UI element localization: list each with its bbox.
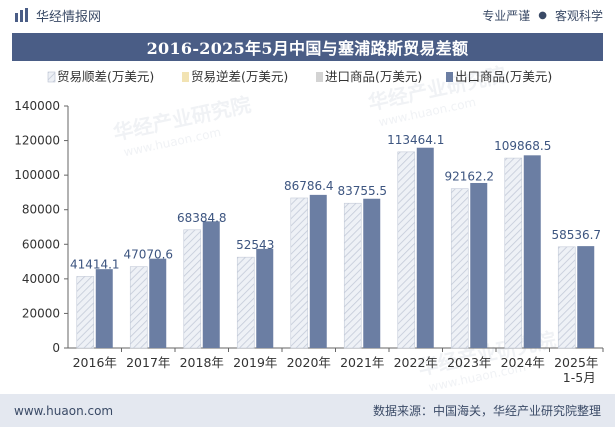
legend-label: 贸易逆差(万美元)	[191, 69, 288, 84]
brand-logo-icon	[15, 8, 28, 22]
footer: www.huaon.com 数据来源：中国海关，华经产业研究院整理	[0, 394, 615, 427]
trade-surplus-bar	[76, 276, 95, 349]
trade-surplus-bar	[397, 151, 416, 349]
footer-website: www.huaon.com	[14, 403, 114, 418]
footer-source: 数据来源：中国海关，华经产业研究院整理	[372, 404, 601, 418]
data-label: 92162.2	[444, 170, 494, 184]
x-tick-label: 2018年	[180, 355, 224, 370]
x-tick-label: 2024年	[501, 355, 545, 370]
chart-title: 2016-2025年5月中国与塞浦路斯贸易差额	[12, 33, 603, 61]
export-bar	[309, 194, 327, 348]
y-tick-label: 80000	[22, 203, 60, 217]
y-tick-label: 140000	[14, 99, 60, 113]
trade-surplus-bar	[450, 188, 469, 349]
legend-swatch	[446, 72, 453, 82]
y-tick-label: 20000	[22, 306, 60, 320]
y-tick-label: 0	[52, 341, 60, 355]
x-tick-label: 2021年	[340, 355, 384, 370]
legend-label: 进口商品(万美元)	[325, 69, 422, 84]
legend: 贸易顺差(万美元) 贸易逆差(万美元) 进口商品(万美元) 出口商品(万美元)	[47, 69, 552, 84]
data-label: 47070.6	[123, 248, 173, 262]
export-bar	[523, 155, 541, 348]
export-bar	[416, 147, 434, 348]
x-tick-label: 2023年	[447, 355, 491, 370]
x-tick-label: 2020年	[287, 355, 331, 370]
x-tick-label: 2022年	[394, 355, 438, 370]
watermark: 华经产业研究院www.huaon.com华经产业研究院www.huaon.com…	[111, 62, 558, 394]
data-label: 86786.4	[284, 179, 334, 193]
legend-swatch	[47, 71, 56, 83]
export-bar	[149, 258, 167, 348]
slogan: 专业严谨 ● 客观科学	[482, 7, 603, 24]
data-label: 52543	[236, 238, 274, 252]
trade-surplus-bar	[504, 157, 523, 349]
data-label: 41414.1	[70, 257, 120, 271]
trade-surplus-bar	[557, 246, 576, 349]
export-bar	[95, 269, 113, 348]
slogan-separator: ●	[538, 9, 547, 21]
trade-surplus-bar	[183, 229, 202, 349]
data-label: 58536.7	[551, 228, 601, 242]
x-tick-label: 2019年	[233, 355, 277, 370]
x-tick-label: 2025年	[554, 355, 598, 370]
trade-surplus-bar	[129, 266, 148, 349]
slogan-left: 专业严谨	[482, 8, 531, 23]
legend-swatch	[182, 72, 189, 82]
brand-name: 华经情报网	[36, 9, 102, 25]
legend-label: 贸易顺差(万美元)	[57, 69, 154, 84]
export-bar	[470, 182, 488, 348]
export-bar	[363, 198, 381, 348]
data-label: 113464.1	[387, 133, 444, 147]
bars	[76, 147, 595, 349]
x-tick-label: 2017年	[126, 355, 170, 370]
data-label: 83755.5	[337, 184, 387, 198]
slogan-right: 客观科学	[554, 8, 603, 23]
data-label: 109868.5	[494, 139, 551, 153]
y-tick-label: 60000	[22, 237, 60, 251]
y-tick-label: 120000	[14, 134, 60, 148]
trade-surplus-bar	[290, 197, 309, 349]
export-bar	[256, 248, 274, 348]
brand: 华经情报网	[14, 6, 101, 25]
legend-swatch	[316, 72, 323, 82]
trade-surplus-bar	[236, 256, 255, 349]
export-bar	[577, 246, 595, 348]
trade-surplus-bar	[343, 202, 362, 349]
x-tick-label: 2016年	[73, 355, 117, 370]
export-bar	[202, 221, 220, 348]
legend-label: 出口商品(万美元)	[455, 69, 552, 84]
x-tick-label: 1-5月	[563, 370, 596, 385]
top-bar: 华经情报网 专业严谨 ● 客观科学	[0, 0, 615, 30]
data-label: 68384.8	[177, 211, 227, 225]
y-tick-label: 100000	[14, 168, 60, 182]
y-tick-label: 40000	[22, 272, 60, 286]
